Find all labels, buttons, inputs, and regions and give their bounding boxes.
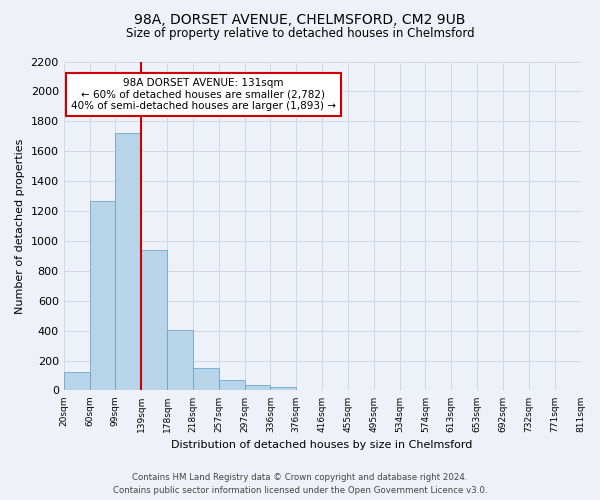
- Text: Size of property relative to detached houses in Chelmsford: Size of property relative to detached ho…: [125, 28, 475, 40]
- Bar: [219, 380, 245, 390]
- Text: 98A DORSET AVENUE: 131sqm
← 60% of detached houses are smaller (2,782)
40% of se: 98A DORSET AVENUE: 131sqm ← 60% of detac…: [71, 78, 336, 111]
- X-axis label: Distribution of detached houses by size in Chelmsford: Distribution of detached houses by size …: [172, 440, 473, 450]
- Bar: [64, 372, 89, 390]
- Bar: [141, 250, 167, 390]
- Bar: [89, 202, 115, 390]
- Bar: [167, 330, 193, 390]
- Bar: [115, 134, 141, 390]
- Text: Contains HM Land Registry data © Crown copyright and database right 2024.
Contai: Contains HM Land Registry data © Crown c…: [113, 473, 487, 495]
- Y-axis label: Number of detached properties: Number of detached properties: [15, 138, 25, 314]
- Bar: [193, 368, 219, 390]
- Bar: [271, 388, 296, 390]
- Text: 98A, DORSET AVENUE, CHELMSFORD, CM2 9UB: 98A, DORSET AVENUE, CHELMSFORD, CM2 9UB: [134, 12, 466, 26]
- Bar: [245, 385, 271, 390]
